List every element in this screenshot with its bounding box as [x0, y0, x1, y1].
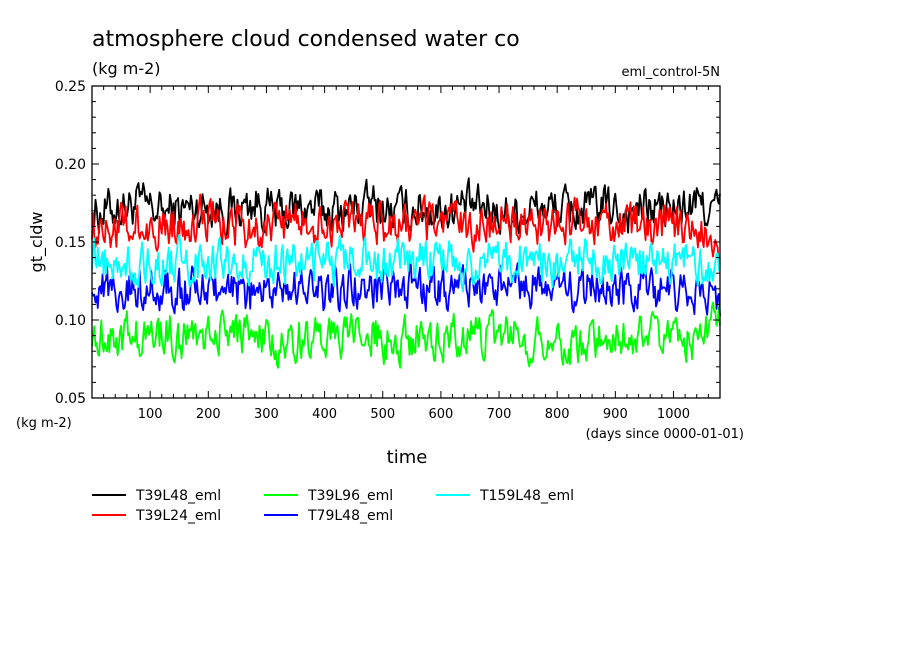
legend-label: T39L48_eml [135, 488, 221, 504]
run-label: eml_control-5N [621, 65, 720, 80]
chart-title: atmosphere cloud condensed water co [92, 27, 520, 52]
x-tick-label: 600 [428, 407, 453, 422]
x-axis-units: (days since 0000-01-01) [586, 427, 744, 442]
series-line-T39L48_eml [91, 177, 721, 237]
x-tick-label: 800 [545, 407, 570, 422]
x-tick-label: 400 [312, 407, 337, 422]
y-tick-label: 0.15 [55, 235, 86, 251]
y-axis-label: gt_cldw [27, 212, 47, 273]
legend-label: T39L24_eml [135, 508, 221, 524]
legend-label: T39L96_eml [307, 488, 393, 504]
series-line-T39L24_eml [91, 193, 721, 264]
legend-label: T79L48_eml [307, 508, 393, 524]
y-tick-label: 0.10 [55, 313, 86, 329]
x-tick-label: 500 [370, 407, 395, 422]
series-line-T39L96_eml [91, 301, 721, 369]
axes-layer: 100 200 300 400 500 600 700 800 900 1000 0.05 0.10 0… [55, 79, 721, 422]
chart-subtitle: (kg m-2) [92, 59, 161, 78]
x-tick-label: 1000 [657, 407, 690, 422]
plot-frame [91, 85, 721, 399]
x-tick-label: 300 [254, 407, 279, 422]
x-axis-label: time [387, 447, 428, 468]
x-tick-label: 100 [138, 407, 163, 422]
legend: T39L48_eml T39L24_eml T39L96_eml T79L48_eml… [92, 488, 574, 524]
series-layer [91, 177, 721, 369]
y-tick-label: 0.20 [55, 157, 86, 173]
y-axis-units: (kg m-2) [16, 416, 72, 431]
x-tick-label: 200 [196, 407, 221, 422]
y-tick-label: 0.05 [55, 391, 86, 407]
legend-label: T159L48_eml [479, 488, 574, 504]
series-line-T79L48_eml [91, 260, 721, 317]
y-tick-label: 0.25 [55, 79, 86, 95]
x-tick-label: 700 [487, 407, 512, 422]
series-line-T159L48_eml [91, 233, 721, 293]
x-tick-label: 900 [603, 407, 628, 422]
